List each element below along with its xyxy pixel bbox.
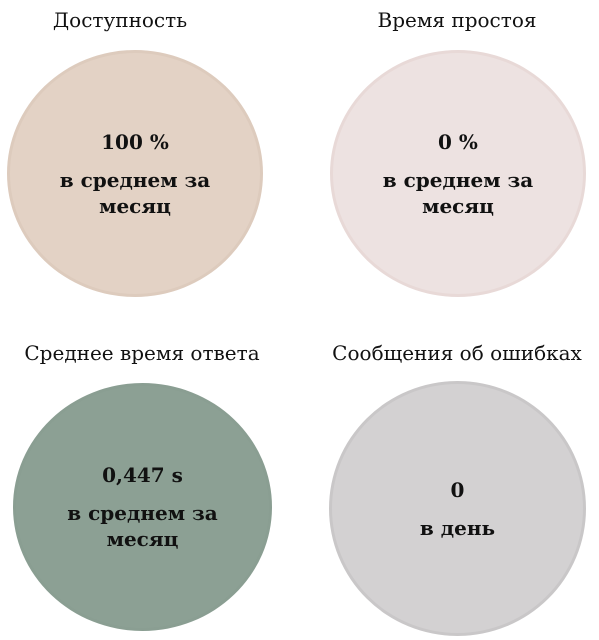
- availability-subtitle: в среднем за месяц: [59, 167, 211, 218]
- downtime-title: Время простоя: [377, 8, 537, 32]
- downtime-subtitle: в среднем за месяц: [382, 167, 534, 218]
- availability-circle: 100 % в среднем за месяц: [7, 50, 263, 297]
- downtime-value: 0 %: [438, 129, 478, 154]
- downtime-circle: 0 % в среднем за месяц: [330, 50, 586, 297]
- error-messages-value: 0: [450, 477, 465, 502]
- error-messages-title: Сообщения об ошибках: [332, 341, 582, 365]
- response-time-value: 0,447 s: [102, 463, 183, 487]
- response-time-subtitle: в среднем за месяц: [67, 501, 218, 551]
- response-time-title: Среднее время ответа: [24, 341, 260, 365]
- error-messages-circle: 0 в день: [329, 381, 586, 636]
- availability-value: 100 %: [101, 129, 169, 154]
- availability-title: Доступность: [52, 8, 188, 32]
- response-time-circle: 0,447 s в среднем за месяц: [13, 383, 272, 631]
- error-messages-subtitle: в день: [419, 515, 496, 540]
